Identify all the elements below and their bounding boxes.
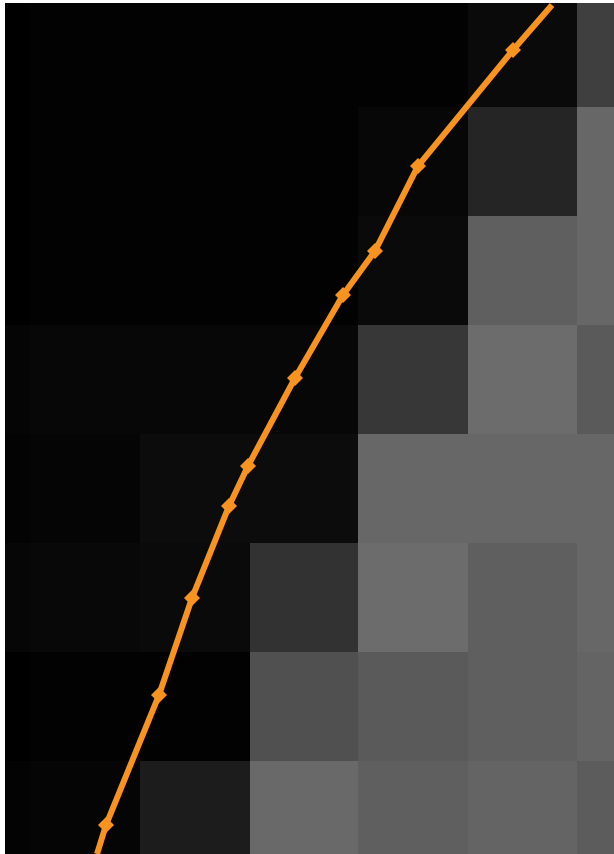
pixel-cell [5,3,30,107]
pixel-cell [250,3,358,107]
pixel-cell [5,216,30,325]
pixel-cell [30,761,140,854]
pixel-cell [30,3,140,107]
pixel-cell [468,761,577,854]
pixel-cell [468,325,577,434]
pixel-cell [30,434,140,543]
pixel-cell [250,325,358,434]
pixel-cell [250,761,358,854]
pixel-cell [250,216,358,325]
pixel-cell [250,652,358,761]
pixel-cell [5,434,30,543]
pixel-cell [140,652,250,761]
pixel-cell [358,652,468,761]
trace-marker [287,370,303,386]
pixel-cell [577,107,614,216]
trace-marker [335,287,351,303]
pixel-cell [577,325,614,434]
pixel-cell [577,3,614,107]
pixel-cell [30,652,140,761]
pixel-cell [250,543,358,652]
pixel-cell [140,3,250,107]
pixel-cell [250,434,358,543]
pixel-cell [577,543,614,652]
trace-polyline [94,3,555,854]
pixel-cell [577,652,614,761]
pixel-cell [358,761,468,854]
pixel-cell [577,761,614,854]
trace-marker [410,158,426,174]
pixel-cell [468,216,577,325]
pixel-cell [5,107,30,216]
pixel-cell [140,216,250,325]
trace-line [94,3,555,854]
pixel-cell [468,652,577,761]
pixel-cell [30,543,140,652]
pixel-cell [5,543,30,652]
pixel-cell [5,325,30,434]
trace-marker [98,817,114,833]
pixel-cell [140,325,250,434]
pixel-cell [358,216,468,325]
pixel-cell [30,107,140,216]
pixel-cell [468,434,577,543]
pixel-cells [5,3,614,854]
pixel-cell [5,652,30,761]
trace-marker [367,243,383,259]
pixel-cell [358,543,468,652]
pixel-cell [30,216,140,325]
pixel-cell [5,761,30,854]
trace-marker [151,687,167,703]
pixel-cell [140,434,250,543]
pixel-cell [250,107,358,216]
pixel-cell [358,3,468,107]
pixel-cell [30,325,140,434]
pixel-cell [358,434,468,543]
trace-marker [240,458,256,474]
pixel-cell [468,543,577,652]
trace-marker [221,498,237,514]
pixel-cell [468,107,577,216]
pixel-cell [468,3,577,107]
pixel-cell [577,434,614,543]
pixel-cell [140,761,250,854]
pixel-cell [140,107,250,216]
trace-marker [184,590,200,606]
pixel-cell [358,325,468,434]
pixel-cell [577,216,614,325]
trace-markers [98,42,521,833]
trace-marker [505,42,521,58]
